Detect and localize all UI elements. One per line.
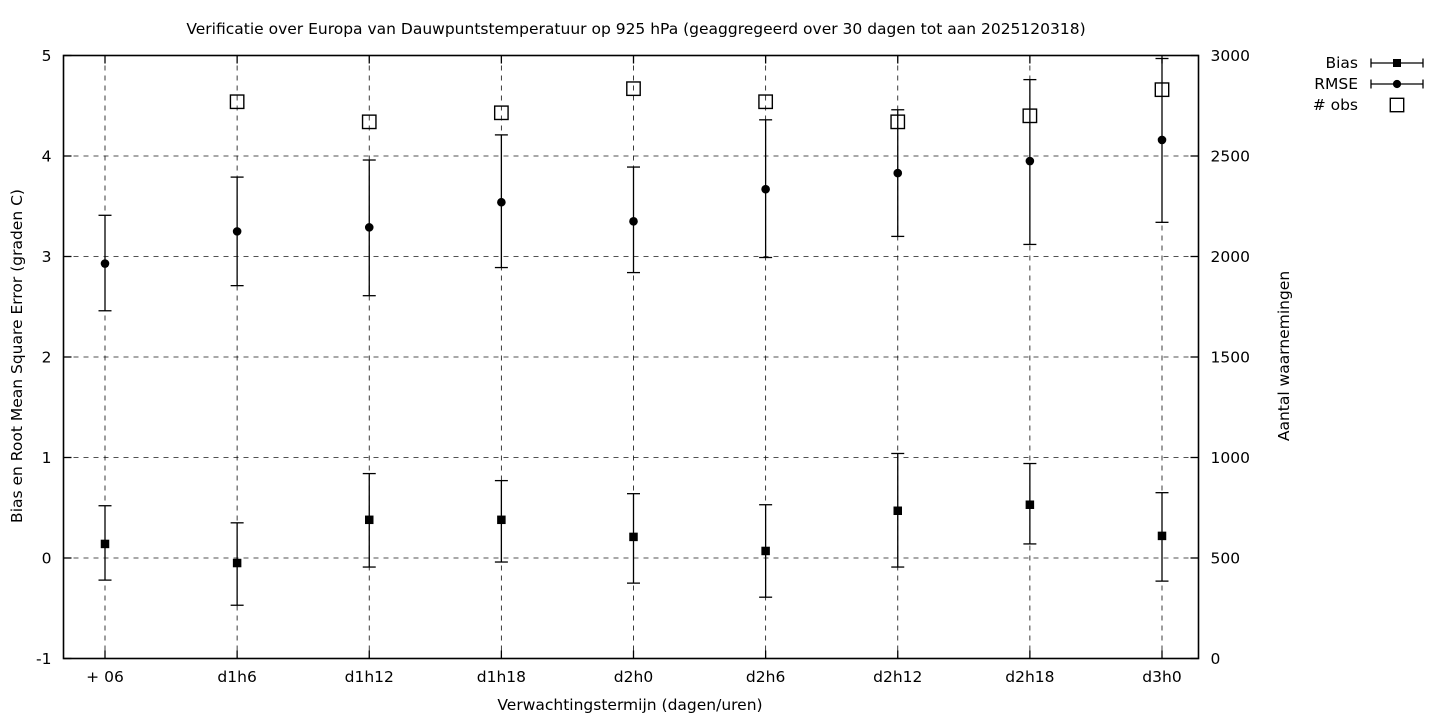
bias-series [98, 452, 1169, 606]
obs-point [626, 81, 641, 97]
obs-point [361, 114, 377, 130]
obs-point [229, 94, 245, 110]
legend-label-bias: Bias [1325, 53, 1358, 72]
bias-point [100, 539, 110, 549]
x-tick-label: d2h0 [614, 668, 653, 686]
obs-point [1022, 108, 1038, 124]
right-tick-label: 3000 [1211, 47, 1250, 65]
bias-point [497, 515, 506, 525]
left-tick-label: 0 [42, 549, 52, 567]
rmse-point [893, 168, 903, 178]
legend-item-obs: # obs [1313, 94, 1426, 115]
rmse-point [100, 259, 110, 268]
rmse-point [1025, 156, 1035, 166]
rmse-point [1157, 135, 1167, 145]
legend-label-obs: # obs [1312, 95, 1358, 114]
obs-point [493, 105, 509, 121]
left-tick-label: 4 [42, 147, 52, 165]
rmse-point [232, 227, 242, 236]
x-tick-label: d2h6 [746, 668, 785, 686]
rmse-series [98, 57, 1169, 312]
x-tick-label: d2h12 [873, 668, 922, 686]
bias-errorbar-square-icon [1370, 58, 1424, 67]
left-tick-label: 3 [42, 248, 52, 266]
x-tick-label: d2h18 [1005, 668, 1054, 686]
gridlines [63, 55, 1199, 659]
x-tick-label: d3h0 [1142, 668, 1181, 686]
left-tick-label: 1 [42, 449, 52, 467]
right-tick-label: 1000 [1211, 449, 1250, 467]
left-tick-label: -1 [36, 650, 51, 668]
axis-ticks-and-labels: -1 0 1 2 3 4 5 0 500 1000 1500 2000 2500 3000 + 06 d1h6… [36, 47, 1250, 686]
legend-item-rmse: RMSE [1313, 73, 1426, 94]
bias-point [365, 515, 374, 525]
bias-point [232, 558, 242, 568]
right-tick-label: 0 [1211, 650, 1221, 668]
x-tick-label: d1h12 [345, 668, 394, 686]
obs-point [1154, 82, 1170, 98]
obs-point [890, 114, 906, 130]
rmse-errorbar-circle-icon [1370, 79, 1424, 88]
x-tick-label: d1h18 [477, 668, 526, 686]
bias-point [1157, 531, 1167, 541]
left-tick-label: 5 [42, 47, 52, 65]
right-tick-label: 2000 [1211, 248, 1250, 266]
x-axis-label: Verwachtingstermijn (dagen/uren) [497, 696, 763, 714]
bias-point [1025, 500, 1035, 509]
legend: Bias RMSE # obs [1313, 52, 1426, 115]
rmse-point [629, 217, 638, 226]
rmse-point [497, 197, 506, 207]
right-tick-label: 2500 [1211, 147, 1250, 165]
right-tick-label: 1500 [1211, 348, 1250, 366]
legend-label-rmse: RMSE [1314, 74, 1358, 93]
obs-open-square-icon [1389, 97, 1405, 112]
bias-point [629, 532, 638, 542]
x-tick-label: d1h6 [217, 668, 256, 686]
rmse-point [761, 184, 770, 194]
bias-point [761, 546, 770, 556]
right-tick-label: 500 [1211, 549, 1241, 567]
bias-point [893, 506, 902, 516]
x-tick-label: + 06 [86, 668, 124, 686]
obs-point [758, 94, 774, 110]
legend-item-bias: Bias [1313, 52, 1426, 73]
left-tick-label: 2 [42, 348, 52, 366]
rmse-point [364, 223, 374, 232]
obs-series [229, 81, 1170, 130]
chart-title: Verificatie over Europa van Dauwpuntstem… [186, 20, 1086, 38]
